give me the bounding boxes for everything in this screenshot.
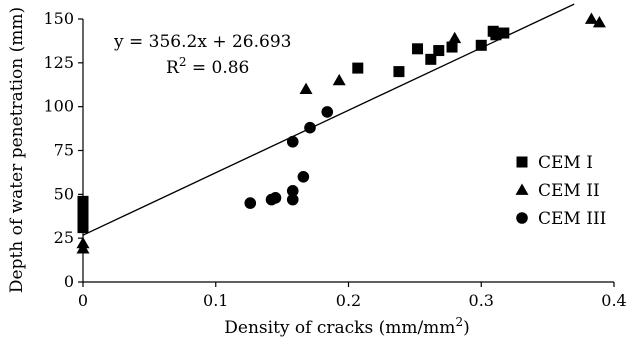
cem-iii-point [286, 185, 299, 197]
cem-iii-point [321, 106, 334, 118]
cem-i-point [498, 27, 510, 39]
cem-ii-point [448, 31, 462, 44]
legend-marker-cem-i [516, 156, 528, 168]
cem-ii-point [76, 242, 90, 254]
y-tick-label: 150 [43, 9, 74, 28]
cem-i-point [77, 222, 89, 234]
legend: CEM I CEM II CEM III [515, 153, 606, 229]
cem-iii-point [286, 193, 299, 206]
legend-label-cem-i: CEM I [538, 153, 593, 173]
x-tick-label: 0.1 [203, 291, 228, 310]
y-tick-label: 100 [43, 97, 74, 116]
y-tick-label: 0 [64, 272, 74, 291]
cem-ii-point [584, 12, 598, 24]
axes: 0 0.1 0.2 0.3 0.4 0 25 50 75 100 125 150 [43, 9, 626, 310]
cem-iii-point [244, 197, 257, 209]
y-tick-label: 50 [54, 184, 74, 203]
legend-label-cem-iii: CEM III [538, 209, 606, 229]
cem-i-point [475, 39, 487, 51]
cem-i-point [446, 41, 458, 53]
x-tick-label: 0.3 [469, 291, 494, 310]
cem-iii-point [297, 171, 310, 183]
cem-i-point [425, 53, 437, 65]
cem-iii-point [269, 192, 282, 204]
cem-ii-point [592, 16, 606, 28]
cem-i-point [77, 195, 89, 207]
y-tick-label: 25 [54, 228, 74, 247]
y-axis-label: Depth of water penetration (mm) [7, 7, 27, 293]
cem-iii-point [304, 121, 316, 134]
y-tick-label: 75 [54, 141, 74, 160]
x-axis-label: Density of cracks (mm/mm2) [224, 315, 469, 338]
cem-iii-point [286, 135, 299, 148]
cem-i-point [393, 66, 405, 78]
cem-i-point [433, 45, 445, 57]
legend-marker-cem-ii [515, 183, 529, 195]
cem-ii-point [299, 82, 313, 95]
x-tick-label: 0 [78, 291, 88, 310]
trendline [82, 3, 575, 236]
regression-equation: y = 356.2x + 26.693 [113, 32, 291, 52]
trendline-group [82, 3, 575, 236]
r-squared-label: R2 = 0.86 [166, 55, 249, 78]
cem-i-point [352, 62, 364, 74]
data-points [76, 12, 606, 254]
legend-label-cem-ii: CEM II [538, 181, 600, 201]
x-tick-label: 0.4 [601, 291, 626, 310]
legend-marker-cem-iii [516, 212, 528, 224]
y-tick-label: 125 [43, 53, 74, 72]
cem-ii-point [332, 73, 346, 86]
x-tick-label: 0.2 [336, 291, 361, 310]
cem-i-point [412, 43, 424, 55]
cem-i-point [490, 29, 502, 41]
